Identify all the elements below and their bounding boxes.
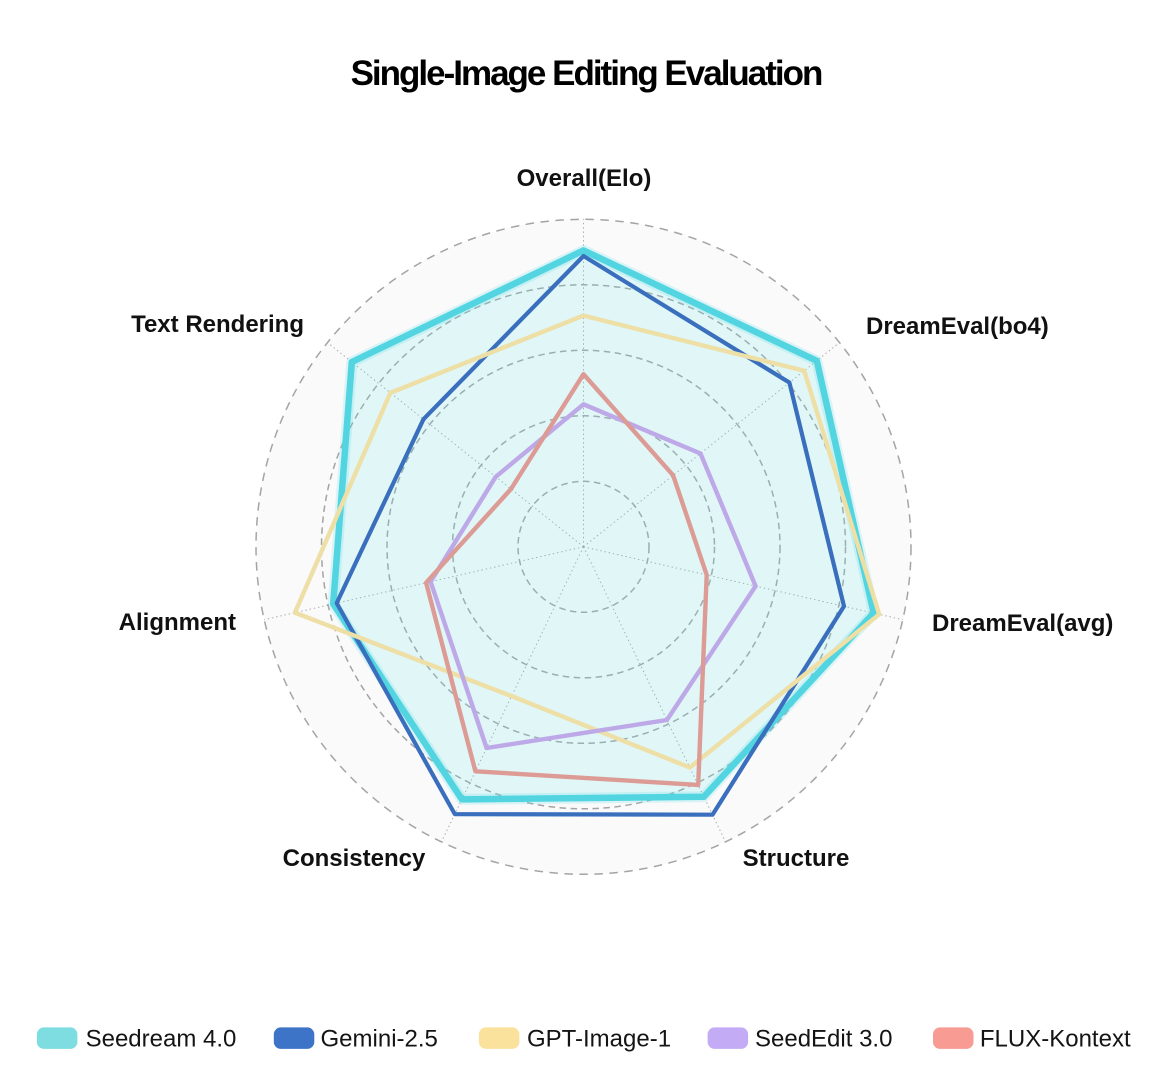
svg-text:DreamEval(avg): DreamEval(avg) <box>932 610 1113 637</box>
svg-text:FLUX-Kontext: FLUX-Kontext <box>980 1026 1131 1053</box>
svg-text:Text Rendering: Text Rendering <box>131 311 304 338</box>
svg-text:Overall(Elo): Overall(Elo) <box>517 165 652 192</box>
svg-text:Alignment: Alignment <box>119 609 236 636</box>
svg-text:SeedEdit 3.0: SeedEdit 3.0 <box>755 1026 892 1053</box>
svg-text:Consistency: Consistency <box>283 845 426 872</box>
svg-text:GPT-Image-1: GPT-Image-1 <box>527 1026 671 1053</box>
svg-text:DreamEval(bo4): DreamEval(bo4) <box>866 313 1049 340</box>
svg-text:Gemini-2.5: Gemini-2.5 <box>321 1026 438 1053</box>
svg-text:Seedream 4.0: Seedream 4.0 <box>86 1026 237 1053</box>
svg-text:Single-Image Editing Evaluatio: Single-Image Editing Evaluation <box>351 54 822 93</box>
svg-text:Structure: Structure <box>743 845 850 872</box>
